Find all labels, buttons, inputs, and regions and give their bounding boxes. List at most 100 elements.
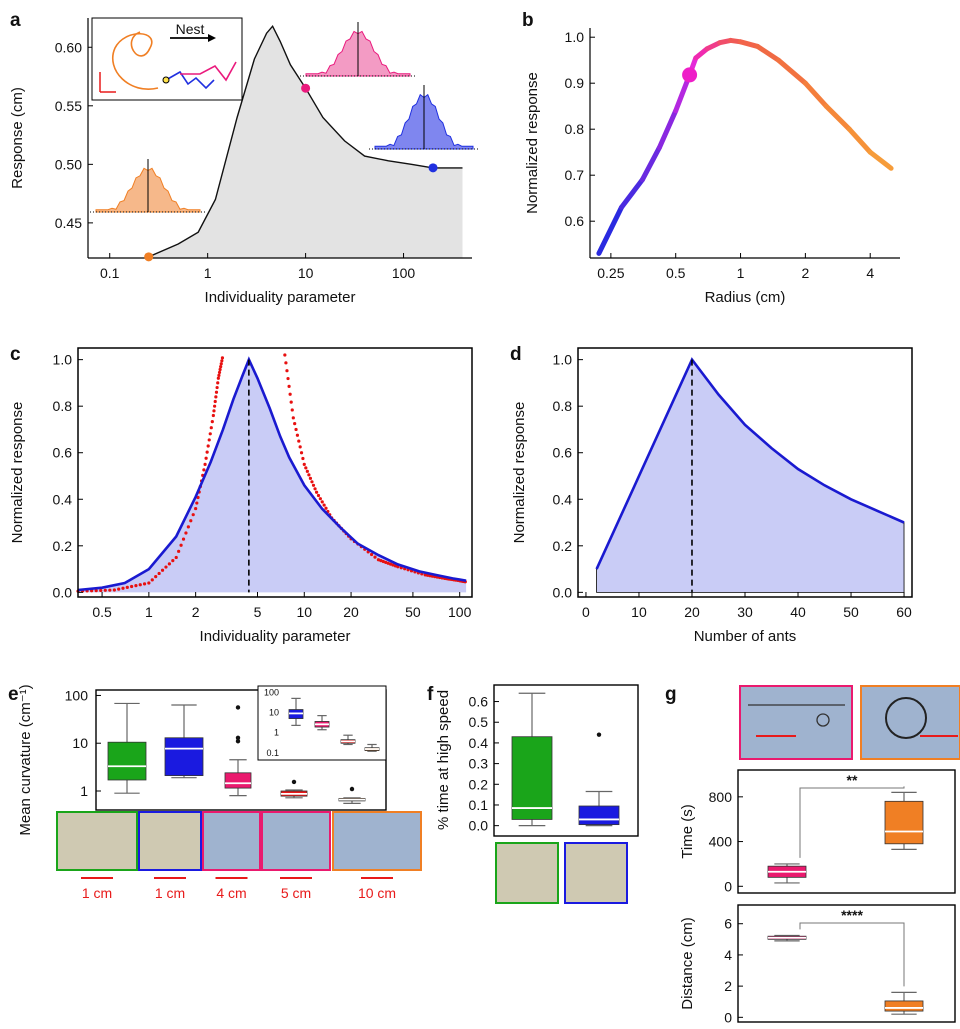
approximation-dot [117, 587, 121, 591]
x-tick-label: 4 [866, 265, 874, 281]
trajectory-pink [180, 61, 237, 82]
approximation-dot [384, 560, 388, 564]
response-segment [618, 177, 645, 210]
y-axis-label: Normalized response [9, 402, 26, 544]
x-tick-label: 100 [448, 604, 472, 620]
approximation-dot [154, 575, 158, 579]
approximation-dot [217, 370, 222, 375]
response-curve [595, 357, 905, 570]
approximation-dot [373, 555, 377, 559]
arena-photo [56, 811, 138, 871]
y-tick-label: 0.0 [553, 584, 573, 600]
inset-y-tick-label: 100 [264, 687, 279, 697]
approximation-dot [310, 480, 314, 484]
approximation-dot [381, 559, 385, 564]
y-tick-label: 0.3 [469, 756, 489, 772]
approximation-dot [130, 584, 134, 589]
x-tick-label: 50 [405, 604, 421, 620]
photo-scale-label: 5 cm [281, 885, 311, 901]
y-tick-label: 0.0 [53, 584, 73, 600]
approximation-dot [308, 476, 313, 480]
panel-letter-c: c [10, 344, 21, 365]
trajectory-orange [112, 31, 159, 90]
approximation-dot [160, 568, 165, 572]
panel-c: 0.0 0.2 0.4 0.6 0.8 1.0 0.5 1 2 5 10 20 50 100 Individ… [9, 347, 473, 645]
approximation-dot [215, 385, 219, 390]
inset-y-tick-label: 1 [274, 728, 279, 738]
x-tick-label: 10 [631, 604, 647, 620]
approximation-dot [181, 537, 186, 541]
y-tick-label: 100 [65, 687, 89, 703]
y-tick-label: 1.0 [553, 352, 573, 368]
x-tick-label: 0.5 [92, 604, 112, 620]
y-tick-label: 4 [724, 947, 732, 963]
y-tick-label: 1 [80, 783, 88, 799]
x-tick-label: 0.25 [597, 265, 624, 281]
panel-letter-f: f [427, 684, 434, 705]
inset-y-tick-label: 0.1 [266, 748, 279, 758]
y-tick-label: 0.4 [469, 735, 489, 751]
y-tick-label: 0.2 [53, 538, 73, 554]
panel-d: 0.0 0.2 0.4 0.6 0.8 1.0 0 10 20 30 40 50 60 Number of… [511, 347, 913, 645]
approximation-dot [174, 555, 178, 560]
arena-photo [495, 842, 559, 904]
box-0-box [107, 741, 147, 781]
panel-letter-a: a [10, 10, 21, 31]
trajectory-blue [165, 70, 215, 90]
x-tick-label: 1 [204, 265, 212, 281]
approximation-dot [99, 588, 103, 593]
y-tick-label: 0.6 [553, 445, 573, 461]
y-tick-label: 0.55 [55, 98, 82, 114]
approximation-dot [142, 582, 147, 586]
approximation-dot [171, 559, 175, 563]
y-tick-label: 0.4 [553, 491, 573, 507]
approximation-dot [297, 439, 301, 443]
approximation-dot [391, 563, 395, 567]
arena-photo [261, 811, 331, 871]
x-tick-label: 1 [145, 604, 153, 620]
response-marker [301, 83, 311, 93]
x-tick-label: 40 [790, 604, 806, 620]
approximation-dot [206, 444, 210, 448]
inset-y-tick-label: 10 [269, 707, 279, 717]
approximation-dot [94, 589, 98, 593]
y-axis-label: % time at high speed [435, 690, 452, 830]
x-axis-label: Individuality parameter [205, 289, 356, 306]
x-tick-label: 100 [392, 265, 416, 281]
response-segment [867, 149, 894, 171]
x-tick-label: 50 [843, 604, 859, 620]
x-tick-label: 10 [298, 265, 314, 281]
y-tick-label: 2 [724, 978, 732, 994]
approximation-dot [211, 413, 215, 418]
y-tick-label: 1.0 [53, 352, 73, 368]
approximation-dot [290, 408, 294, 412]
approximation-dot [285, 369, 289, 373]
box-2-box [224, 772, 252, 789]
box-3-outlier [291, 779, 297, 785]
approximation-dot [112, 588, 116, 592]
approximation-dot [167, 562, 171, 566]
approximation-dot [213, 404, 217, 408]
box-4-outlier [349, 786, 355, 792]
approximation-dot [205, 450, 209, 454]
y-tick-label: 0 [724, 1009, 732, 1025]
approximation-dot [202, 468, 206, 472]
approximation-dot [195, 501, 199, 505]
y-tick-label: 0.6 [565, 213, 585, 229]
box-2-outlier [235, 735, 241, 740]
approximation-dot [196, 495, 200, 500]
y-axis-label: Normalized response [511, 402, 528, 544]
y-tick-label: 0.6 [469, 694, 489, 710]
approximation-dot [203, 462, 207, 466]
y-tick-label: 0.1 [469, 797, 489, 813]
photo-scale-label: 10 cm [358, 885, 396, 901]
box-1-box [164, 737, 204, 776]
approximation-dot [376, 558, 381, 562]
y-tick-label: 1.0 [565, 29, 585, 45]
y-tick-label: 0.6 [53, 445, 73, 461]
x-tick-label: 0.1 [100, 265, 120, 281]
panel-b: 0.6 0.7 0.8 0.9 1.0 0.25 0.5 1 2 4 Radius (cm) Norm… [524, 28, 900, 306]
significance-bracket [799, 786, 905, 858]
significance-stars: ** [847, 772, 858, 788]
